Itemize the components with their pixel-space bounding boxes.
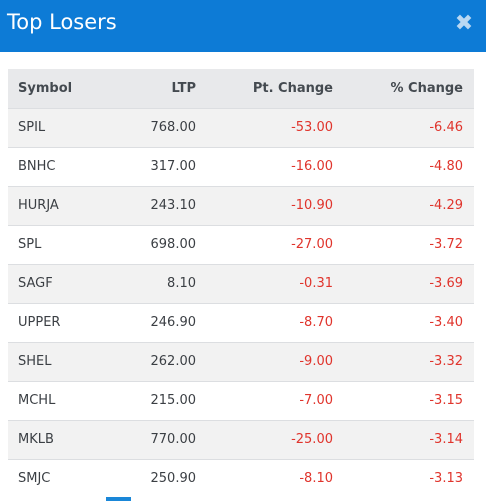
losers-table-container: Symbol LTP Pt. Change % Change SPIL 768.0… (8, 69, 474, 501)
cell-pct-change: -3.40 (429, 315, 463, 330)
table-header: Symbol LTP Pt. Change % Change (8, 69, 474, 108)
close-icon[interactable]: ✖ (454, 11, 474, 36)
column-header-symbol[interactable]: Symbol (18, 80, 73, 96)
cell-symbol: MCHL (18, 393, 56, 408)
table-body: SPIL 768.00 -53.00 -6.46 BNHC 317.00 -16.00 -4.… (8, 108, 474, 498)
cell-pt-change: -53.00 (291, 120, 333, 135)
cell-pt-change: -16.00 (291, 159, 333, 174)
cell-symbol: MKLB (18, 432, 54, 447)
cell-pct-change: -3.13 (429, 471, 463, 487)
table-row[interactable]: SPL 698.00 -27.00 -3.72 (8, 225, 474, 264)
table-row[interactable]: BNHC 317.00 -16.00 -4.80 (8, 147, 474, 186)
table-row[interactable]: UPPER 246.90 -8.70 -3.40 (8, 303, 474, 342)
cell-symbol: SHEL (18, 354, 52, 369)
cell-symbol: SPIL (18, 120, 46, 135)
table-header-row: Symbol LTP Pt. Change % Change (8, 69, 474, 108)
cell-ltp: 698.00 (150, 237, 197, 252)
modal-header: Top Losers ✖ (0, 0, 486, 52)
cell-symbol: SAGF (18, 276, 53, 291)
cell-pct-change: -3.72 (429, 237, 463, 252)
cell-pt-change: -25.00 (291, 432, 333, 447)
cell-ltp: 246.90 (150, 315, 197, 330)
cell-ltp: 768.00 (150, 120, 197, 135)
table-row[interactable]: HURJA 243.10 -10.90 -4.29 (8, 186, 474, 225)
cell-pt-change: -8.10 (299, 471, 333, 487)
cell-symbol: SPL (18, 237, 42, 252)
table-row[interactable]: MKLB 770.00 -25.00 -3.14 (8, 420, 474, 459)
table-row[interactable]: SAGF 8.10 -0.31 -3.69 (8, 264, 474, 303)
table-row[interactable]: SMJC 250.90 -8.10 -3.13 (8, 459, 474, 498)
cell-ltp: 215.00 (150, 393, 197, 408)
cell-pct-change: -4.80 (429, 159, 463, 174)
column-header-pct-change[interactable]: % Change (390, 80, 464, 96)
cell-symbol: HURJA (18, 198, 59, 213)
cell-pt-change: -27.00 (291, 237, 333, 252)
cell-pct-change: -4.29 (429, 198, 463, 213)
cell-ltp: 250.90 (150, 471, 197, 487)
column-header-pt-change[interactable]: Pt. Change (252, 80, 333, 96)
cell-symbol: BNHC (18, 159, 56, 174)
cell-ltp: 8.10 (167, 276, 196, 291)
cell-pct-change: -3.15 (429, 393, 463, 408)
cell-pct-change: -3.14 (429, 432, 463, 447)
cell-pct-change: -6.46 (429, 120, 463, 135)
table-row[interactable]: MCHL 215.00 -7.00 -3.15 (8, 381, 474, 420)
table-row[interactable]: SHEL 262.00 -9.00 -3.32 (8, 342, 474, 381)
cell-pt-change: -9.00 (299, 354, 333, 369)
cell-ltp: 262.00 (150, 354, 197, 369)
scrollbar-thumb[interactable] (106, 497, 131, 501)
modal-title: Top Losers (7, 10, 117, 34)
cell-pt-change: -0.31 (299, 276, 333, 291)
cell-pct-change: -3.69 (429, 276, 463, 291)
cell-pt-change: -10.90 (291, 198, 333, 213)
cell-ltp: 317.00 (150, 159, 197, 174)
cell-pt-change: -7.00 (299, 393, 333, 408)
column-header-ltp[interactable]: LTP (171, 80, 196, 96)
cell-pt-change: -8.70 (299, 315, 333, 330)
cell-ltp: 770.00 (150, 432, 197, 447)
losers-table: Symbol LTP Pt. Change % Change SPIL 768.0… (8, 69, 474, 498)
cell-symbol: UPPER (18, 315, 61, 330)
cell-symbol: SMJC (18, 471, 51, 487)
cell-pct-change: -3.32 (429, 354, 463, 369)
cell-ltp: 243.10 (150, 198, 197, 213)
table-row[interactable]: SPIL 768.00 -53.00 -6.46 (8, 108, 474, 147)
